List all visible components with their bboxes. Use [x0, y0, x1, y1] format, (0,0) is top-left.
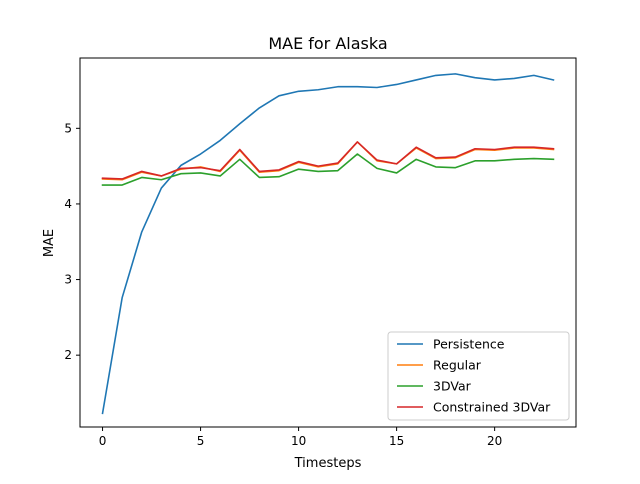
legend-label-0: Persistence: [433, 337, 505, 352]
legend-label-2: 3DVar: [433, 379, 472, 394]
y-tick-label-2: 4: [64, 197, 72, 211]
legend-label-3: Constrained 3DVar: [433, 400, 551, 415]
x-axis-label: Timesteps: [294, 456, 362, 471]
x-axis-ticks: 0 5 10 15 20: [99, 427, 502, 448]
series-layer: [101, 73, 555, 415]
y-tick-label-3: 5: [64, 121, 72, 135]
y-axis-label: MAE: [42, 229, 57, 257]
plot-frame: [79, 57, 577, 428]
legend-items: Persistence Regular 3DVar Constrained 3DVar: [397, 337, 551, 415]
x-tick-label-2: 10: [291, 434, 306, 448]
chart-title: MAE for Alaska: [268, 34, 387, 53]
y-tick-label-0: 2: [64, 348, 72, 362]
legend-label-1: Regular: [433, 358, 482, 373]
series-line-2: [101, 153, 555, 186]
x-tick-label-1: 5: [197, 434, 205, 448]
series-line-3: [101, 141, 555, 180]
y-tick-label-1: 3: [64, 273, 72, 287]
legend: Persistence Regular 3DVar Constrained 3DVar: [387, 331, 570, 421]
x-tick-label-0: 0: [99, 434, 107, 448]
x-tick-label-4: 20: [487, 434, 502, 448]
y-axis-ticks: 2 3 4 5: [64, 121, 80, 362]
legend-frame: [387, 331, 570, 421]
x-tick-label-3: 15: [389, 434, 404, 448]
